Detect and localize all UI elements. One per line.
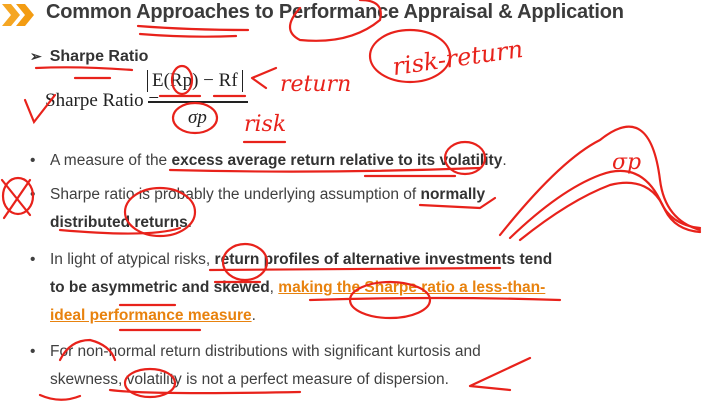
annotation-risk-return: risk-return: [390, 34, 525, 82]
bullet-3: • In light of atypical risks, return pro…: [30, 251, 553, 324]
subheading: ➢ Sharpe Ratio: [30, 48, 148, 66]
bullet-4: • For non-normal return distributions wi…: [30, 343, 481, 388]
fraction-bar: [148, 101, 248, 103]
annotation-risk: risk: [244, 112, 287, 137]
formula-denominator: σp: [188, 107, 207, 128]
arrow-bullet-icon: ➢: [30, 48, 42, 64]
formula-lhs: Sharpe Ratio =: [45, 90, 160, 111]
annotation-return: return: [280, 72, 352, 97]
slide-title: Common Approaches to Performance Apprais…: [46, 1, 624, 23]
bullet-2: • Sharpe ratio is probably the underlyin…: [30, 186, 486, 231]
chevron-icon: [2, 4, 34, 26]
bullet-1: • A measure of the excess average return…: [30, 152, 507, 169]
subheading-text: Sharpe Ratio: [49, 48, 149, 65]
formula-numerator: E(Rp) − Rf: [147, 70, 243, 92]
annotation-sigma-p: σp: [612, 150, 642, 175]
